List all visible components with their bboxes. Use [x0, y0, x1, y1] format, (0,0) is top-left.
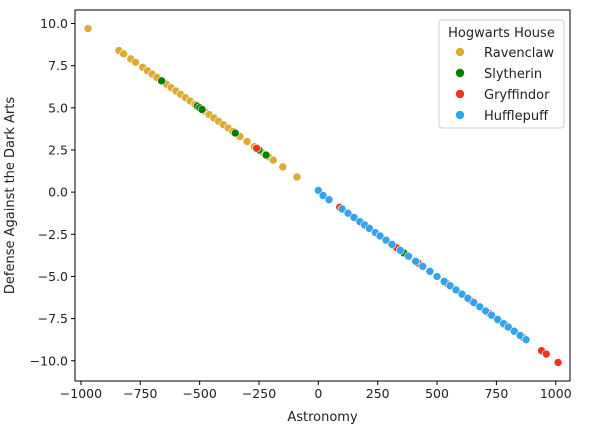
y-tick-label: −10.0	[30, 353, 68, 368]
point-hufflepuff	[493, 315, 502, 324]
y-tick-label: −7.5	[38, 311, 68, 326]
y-tick-label: 7.5	[48, 58, 68, 73]
point-ravenclaw	[268, 155, 278, 165]
point-hufflepuff	[337, 204, 347, 214]
point-hufflepuff	[411, 256, 420, 266]
point-hufflepuff	[475, 302, 485, 312]
point-ravenclaw	[278, 162, 288, 172]
x-tick-label: 1000	[540, 386, 572, 401]
legend-marker-gryffindor	[455, 89, 465, 99]
point-hufflepuff	[425, 267, 435, 276]
point-hufflepuff	[404, 251, 413, 261]
point-hufflepuff	[343, 208, 353, 218]
x-tick-label: 250	[366, 386, 390, 401]
x-axis-title: Astronomy	[287, 410, 358, 425]
legend-label-ravenclaw: Ravenclaw	[484, 46, 554, 61]
point-slytherin	[261, 150, 271, 160]
point-gryffindor	[553, 358, 563, 367]
point-hufflepuff	[439, 277, 449, 286]
x-tick-label: −750	[123, 386, 157, 401]
legend-box	[438, 19, 565, 129]
legend-marker-slytherin	[455, 68, 465, 78]
x-tick-label: 500	[425, 386, 449, 401]
point-hufflepuff	[381, 235, 391, 245]
x-tick-label: −500	[182, 386, 216, 401]
point-hufflepuff	[515, 331, 525, 340]
point-ravenclaw	[83, 24, 93, 33]
legend-marker-hufflepuff	[455, 110, 465, 120]
y-tick-label: 0.0	[48, 185, 68, 200]
point-gryffindor	[252, 143, 261, 153]
point-gryffindor	[541, 349, 551, 359]
y-tick-label: 5.0	[48, 100, 68, 115]
point-hufflepuff	[365, 224, 374, 233]
point-hufflepuff	[487, 310, 496, 320]
legend-label-slytherin: Slytherin	[484, 67, 542, 82]
legend-marker-ravenclaw	[455, 47, 465, 57]
point-hufflepuff	[395, 246, 405, 255]
legend: Hogwarts House Ravenclaw Slytherin Gryffin…	[438, 19, 565, 129]
y-tick-label: 10.0	[40, 16, 68, 31]
point-hufflepuff	[387, 240, 397, 249]
point-hufflepuff	[418, 262, 428, 271]
point-hufflepuff	[445, 281, 455, 291]
x-tick-label: 750	[484, 386, 508, 401]
y-tick-label: 2.5	[48, 142, 68, 157]
point-hufflepuff	[463, 294, 473, 303]
point-hufflepuff	[349, 213, 359, 222]
point-ravenclaw	[292, 172, 302, 182]
legend-title: Hogwarts House	[448, 26, 555, 41]
y-tick-label: −5.0	[38, 269, 68, 284]
y-tick-label: −2.5	[38, 227, 68, 242]
y-axis-title: Defense Against the Dark Arts	[3, 97, 18, 294]
x-axis: −1000 −750 −500 −250 0 250 500 750 1000	[60, 381, 572, 401]
point-ravenclaw	[131, 57, 140, 67]
point-slytherin	[197, 105, 207, 114]
legend-label-hufflepuff: Hufflepuff	[484, 109, 549, 124]
data-points	[83, 24, 563, 367]
point-hufflepuff	[509, 326, 519, 336]
point-hufflepuff	[521, 335, 531, 344]
x-tick-label: −1000	[60, 386, 102, 401]
point-hufflepuff	[375, 231, 385, 241]
point-hufflepuff	[432, 272, 442, 281]
x-tick-label: 0	[314, 386, 322, 401]
point-hufflepuff	[324, 195, 334, 205]
point-ravenclaw	[242, 137, 252, 146]
point-hufflepuff	[503, 322, 513, 332]
y-axis: 10.0 7.5 5.0 2.5 0.0 −2.5 −5.0 −7.5 −10.0	[30, 16, 75, 368]
point-hufflepuff	[469, 298, 479, 307]
point-hufflepuff	[451, 285, 461, 295]
x-tick-label: −250	[242, 386, 276, 401]
point-hufflepuff	[318, 191, 328, 200]
point-slytherin	[157, 76, 166, 86]
point-slytherin	[230, 128, 240, 138]
point-ravenclaw	[119, 49, 128, 59]
plot-frame	[74, 9, 571, 382]
point-hufflepuff	[481, 306, 491, 316]
point-hufflepuff	[457, 289, 467, 299]
legend-label-gryffindor: Gryffindor	[484, 88, 550, 103]
